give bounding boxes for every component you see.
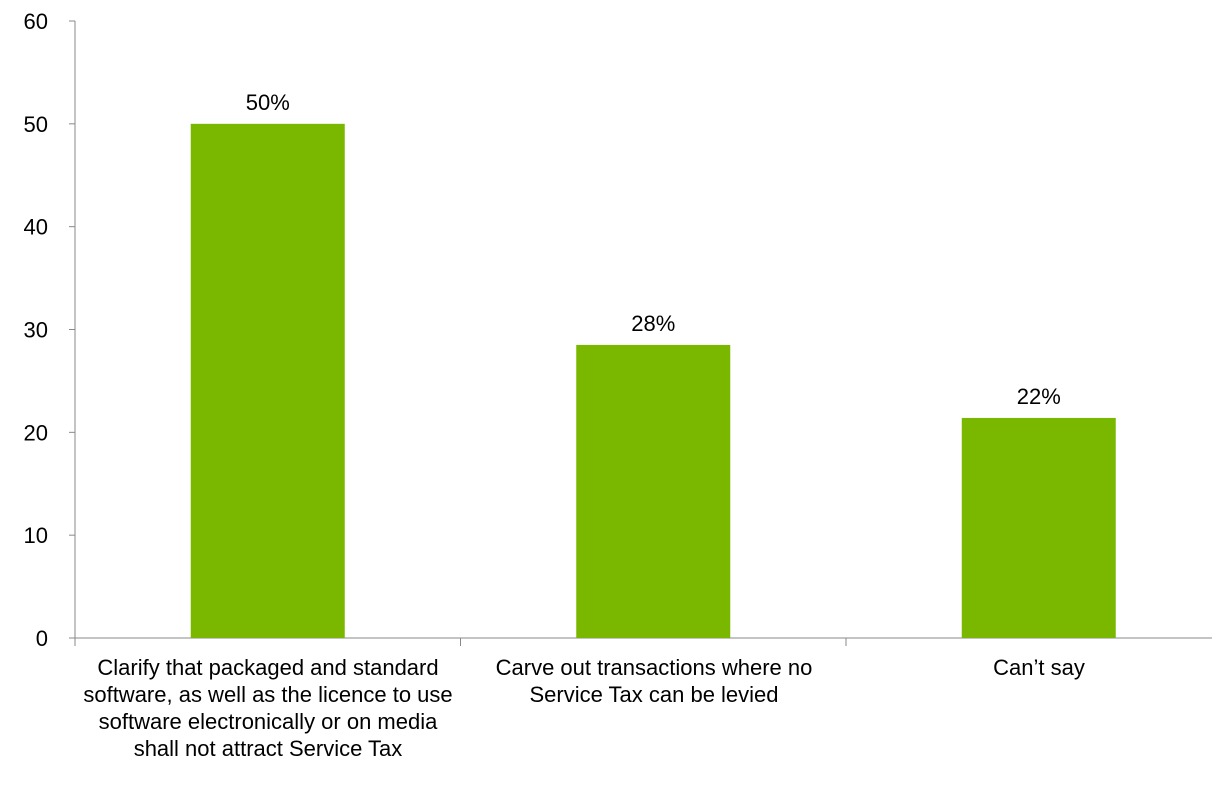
category-label: Can’t say — [993, 655, 1085, 680]
bar — [190, 123, 345, 639]
y-tick-label: 10 — [24, 523, 48, 548]
bar — [576, 344, 731, 638]
y-tick-label: 20 — [24, 420, 48, 445]
data-label: 22% — [1017, 384, 1061, 409]
data-labels: 50% 28% 22% — [246, 90, 1061, 409]
y-tick-label: 30 — [24, 318, 48, 343]
bar — [961, 417, 1116, 638]
bars — [190, 123, 1116, 639]
category-label: Carve out transactions where no Service … — [495, 655, 813, 707]
category-label: Clarify that packaged and standard softw… — [83, 655, 453, 761]
data-label: 50% — [246, 90, 290, 115]
data-label: 28% — [631, 311, 675, 336]
y-tick-label: 40 — [24, 215, 48, 240]
y-tick-label: 60 — [24, 9, 48, 34]
y-tick-label: 0 — [36, 626, 48, 651]
y-tick-label: 50 — [24, 112, 48, 137]
